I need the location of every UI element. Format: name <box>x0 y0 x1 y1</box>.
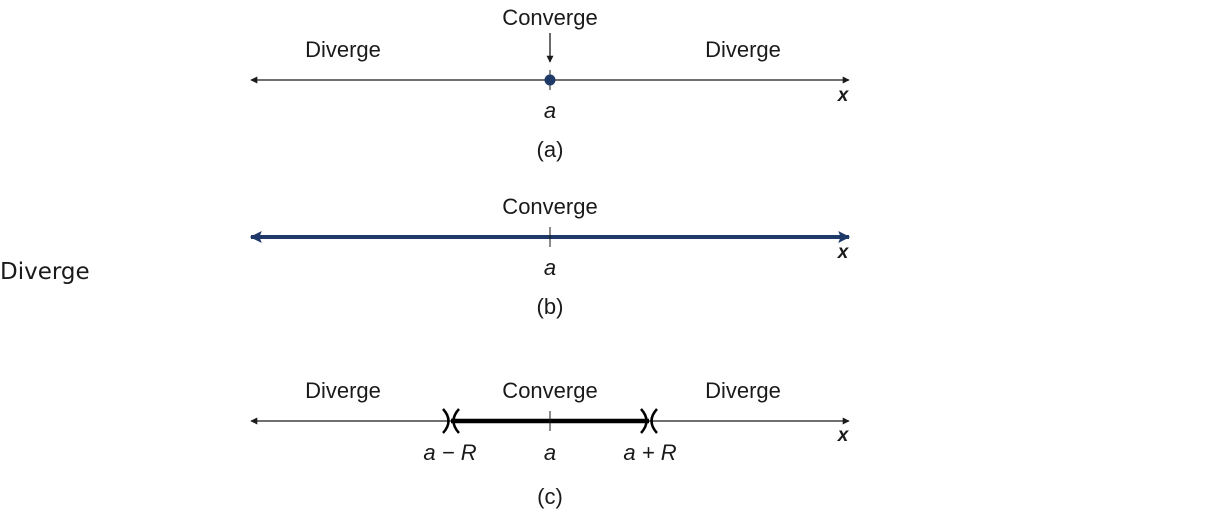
converge-label-c: Converge <box>502 378 598 403</box>
stray-diverge-label: Diverge <box>0 259 90 285</box>
left-endpoint-bracket <box>442 408 460 434</box>
convergence-point <box>544 74 556 86</box>
left-end-label-c: a − R <box>423 440 477 465</box>
diverge-right-label-c: Diverge <box>705 378 781 403</box>
panel-b <box>249 227 851 247</box>
center-label-b: a <box>543 255 557 280</box>
axis-var-b: x <box>837 242 849 263</box>
diverge-left-label-c: Diverge <box>305 378 381 403</box>
panel-c <box>250 408 850 434</box>
converge-label-b: Converge <box>502 194 598 219</box>
caption-b: (b) <box>536 294 564 319</box>
converge-label-a: Converge <box>502 5 598 30</box>
caption-a: (a) <box>536 137 564 162</box>
diverge-right-label-a: Diverge <box>705 37 781 62</box>
right-end-label-c: a + R <box>623 440 677 465</box>
diverge-left-label-a: Diverge <box>305 37 381 62</box>
caption-c: (c) <box>537 484 563 509</box>
axis-var-a: x <box>837 85 849 106</box>
axis-var-c: x <box>837 425 849 446</box>
center-label-a: a <box>543 98 557 123</box>
right-endpoint-bracket <box>640 408 658 434</box>
panel-a <box>250 33 850 90</box>
center-label-c: a <box>543 440 557 465</box>
